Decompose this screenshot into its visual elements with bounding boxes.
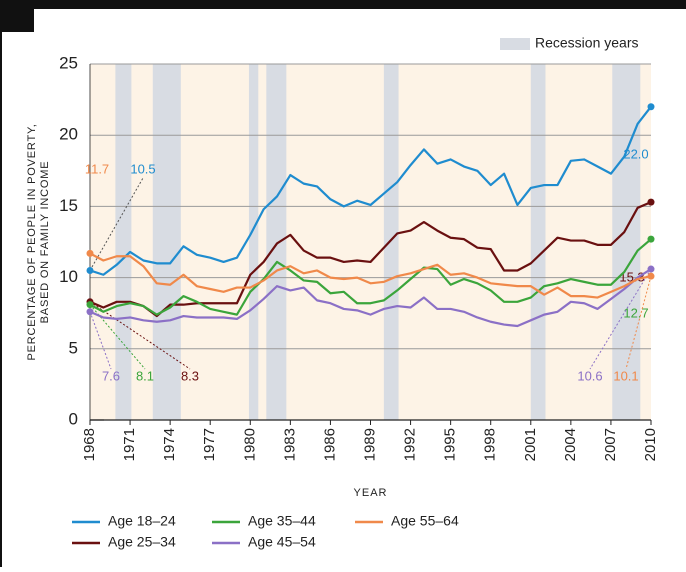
x-tick-label: 1986 — [321, 428, 338, 461]
legend-label: Age 25–34 — [108, 534, 176, 550]
value-label: 8.1 — [136, 368, 154, 383]
recession-band — [152, 64, 181, 420]
value-label: 10.5 — [130, 161, 155, 176]
legend-label: Age 45–54 — [248, 534, 316, 550]
y-tick-label: 10 — [59, 267, 78, 286]
x-tick-label: 1971 — [121, 428, 138, 461]
recession-band — [383, 64, 399, 420]
plot-background — [90, 64, 651, 420]
legend-label: Age 55–64 — [391, 513, 459, 529]
x-axis-title: YEAR — [354, 487, 388, 499]
recession-legend-swatch — [500, 38, 530, 50]
series-line — [89, 201, 652, 318]
point — [86, 249, 94, 257]
recession-band — [248, 64, 259, 420]
x-tick-label: 1980 — [241, 428, 258, 461]
x-tick-label: 1992 — [402, 428, 419, 461]
leader-line — [89, 177, 144, 271]
x-tick-label: 1995 — [442, 428, 459, 461]
recession-band — [612, 64, 641, 420]
recession-band — [115, 64, 132, 420]
legend-label: Age 35–44 — [248, 513, 316, 529]
point — [86, 308, 94, 316]
recession-band — [530, 64, 546, 420]
x-tick-label: 2010 — [642, 428, 659, 461]
leader-line — [589, 268, 652, 370]
legend-label: Age 18–24 — [108, 513, 176, 529]
frame-left — [0, 0, 2, 567]
point — [647, 272, 655, 280]
y-tick-label: 15 — [59, 196, 78, 215]
y-tick-label: 5 — [69, 338, 78, 357]
frame-top — [0, 0, 686, 9]
recession-band — [266, 64, 287, 420]
x-tick-label: 1977 — [201, 428, 218, 461]
x-tick-label: 1968 — [81, 428, 98, 461]
recession-legend-label: Recession years — [535, 35, 639, 51]
point — [647, 235, 655, 243]
series-line — [89, 238, 652, 316]
leader-line — [89, 301, 191, 370]
x-tick-label: 2001 — [522, 428, 539, 461]
x-tick-label: 2007 — [602, 428, 619, 461]
y-tick-label: 25 — [59, 53, 78, 72]
series-line — [89, 268, 652, 328]
point — [647, 198, 655, 206]
value-label: 10.6 — [577, 368, 602, 383]
x-tick-label: 1974 — [161, 428, 178, 461]
point — [86, 301, 94, 309]
point — [647, 265, 655, 273]
x-tick-label: 2004 — [562, 428, 579, 461]
point — [647, 103, 655, 111]
point — [86, 266, 94, 274]
value-label: 8.3 — [181, 368, 199, 383]
value-label: 22.0 — [623, 146, 648, 161]
x-tick-label: 1983 — [281, 428, 298, 461]
value-label: 11.7 — [85, 161, 109, 176]
value-label: 7.6 — [102, 368, 120, 383]
corner-block — [0, 0, 34, 32]
value-label: 10.1 — [613, 368, 638, 383]
y-axis-title: BASED ON FAMILY INCOME — [39, 161, 51, 324]
x-tick-label: 1989 — [361, 428, 378, 461]
series-line — [89, 106, 652, 276]
x-tick-label: 1998 — [482, 428, 499, 461]
leader-line — [625, 276, 652, 370]
y-tick-label: 0 — [69, 409, 78, 428]
value-label: 15.3 — [619, 269, 644, 284]
y-tick-label: 20 — [59, 125, 78, 144]
series-line — [89, 252, 652, 299]
y-axis-title: PERCENTAGE OF PEOPLE IN POVERTY, — [26, 123, 38, 360]
value-label: 12.7 — [623, 305, 648, 320]
